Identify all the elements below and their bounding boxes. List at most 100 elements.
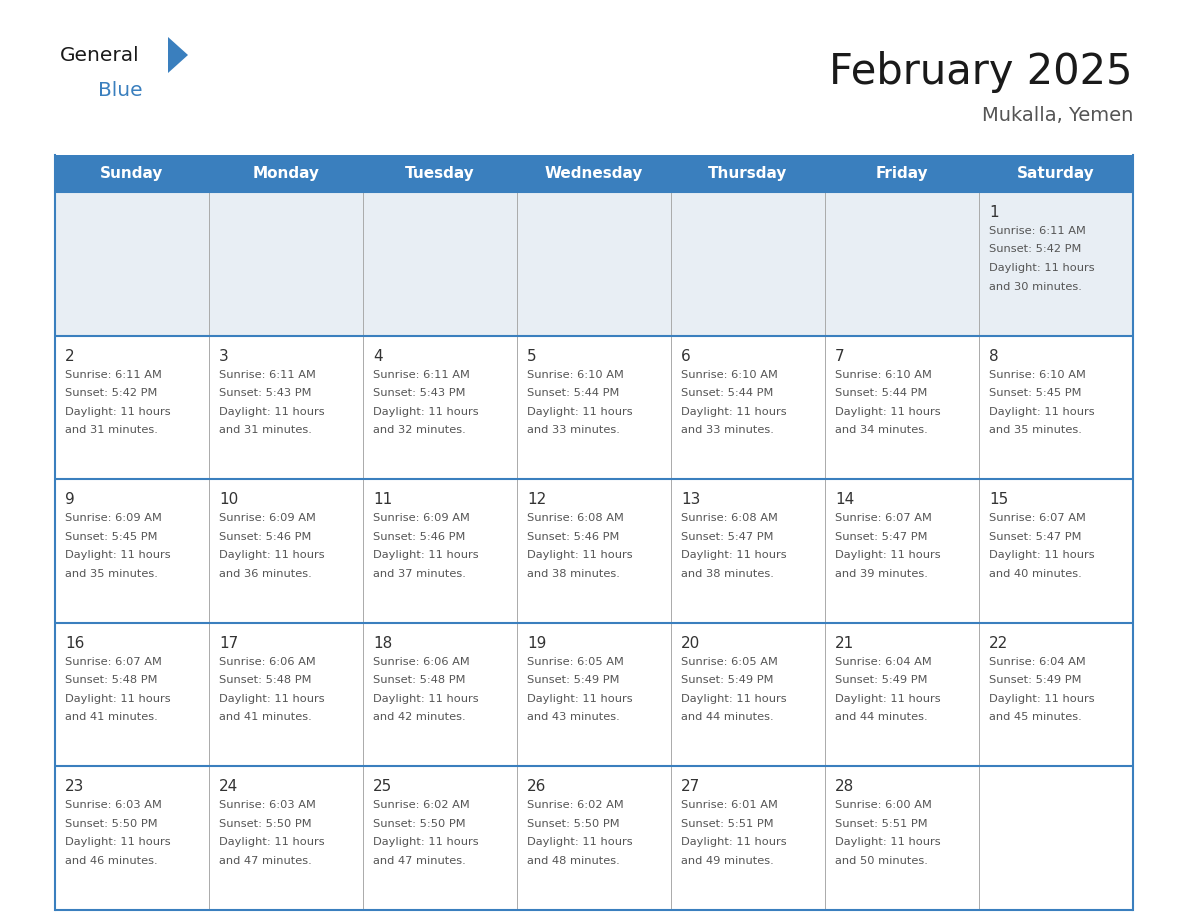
Text: Sunrise: 6:06 AM: Sunrise: 6:06 AM xyxy=(219,656,316,666)
Text: and 35 minutes.: and 35 minutes. xyxy=(988,425,1082,435)
Text: and 38 minutes.: and 38 minutes. xyxy=(527,568,620,578)
Text: Daylight: 11 hours: Daylight: 11 hours xyxy=(835,694,941,704)
Text: Daylight: 11 hours: Daylight: 11 hours xyxy=(219,694,324,704)
Text: Daylight: 11 hours: Daylight: 11 hours xyxy=(988,694,1094,704)
Text: 16: 16 xyxy=(65,636,84,651)
Text: 22: 22 xyxy=(988,636,1009,651)
Text: Sunrise: 6:06 AM: Sunrise: 6:06 AM xyxy=(373,656,469,666)
Text: Sunset: 5:46 PM: Sunset: 5:46 PM xyxy=(219,532,311,542)
Text: Daylight: 11 hours: Daylight: 11 hours xyxy=(527,407,633,417)
Text: Sunset: 5:43 PM: Sunset: 5:43 PM xyxy=(219,388,311,398)
Text: 28: 28 xyxy=(835,779,854,794)
Text: and 32 minutes.: and 32 minutes. xyxy=(373,425,466,435)
Text: 8: 8 xyxy=(988,349,999,364)
Text: 26: 26 xyxy=(527,779,546,794)
Text: Sunset: 5:46 PM: Sunset: 5:46 PM xyxy=(373,532,466,542)
Text: Daylight: 11 hours: Daylight: 11 hours xyxy=(65,550,171,560)
Text: Sunset: 5:49 PM: Sunset: 5:49 PM xyxy=(681,676,773,686)
Text: Daylight: 11 hours: Daylight: 11 hours xyxy=(681,837,786,847)
Text: Tuesday: Tuesday xyxy=(405,166,475,181)
Text: and 44 minutes.: and 44 minutes. xyxy=(835,712,928,722)
Text: and 33 minutes.: and 33 minutes. xyxy=(681,425,773,435)
Text: and 37 minutes.: and 37 minutes. xyxy=(373,568,466,578)
Bar xyxy=(55,336,1133,479)
Text: Sunset: 5:42 PM: Sunset: 5:42 PM xyxy=(65,388,157,398)
Text: Sunrise: 6:09 AM: Sunrise: 6:09 AM xyxy=(65,513,162,523)
Text: Daylight: 11 hours: Daylight: 11 hours xyxy=(835,837,941,847)
Text: Sunrise: 6:03 AM: Sunrise: 6:03 AM xyxy=(65,800,162,811)
Text: and 47 minutes.: and 47 minutes. xyxy=(219,856,311,866)
Text: Sunset: 5:50 PM: Sunset: 5:50 PM xyxy=(527,819,620,829)
Bar xyxy=(55,622,1133,767)
Text: Sunrise: 6:04 AM: Sunrise: 6:04 AM xyxy=(835,656,931,666)
Text: Daylight: 11 hours: Daylight: 11 hours xyxy=(835,407,941,417)
Text: Sunrise: 6:02 AM: Sunrise: 6:02 AM xyxy=(527,800,624,811)
Text: Sunset: 5:47 PM: Sunset: 5:47 PM xyxy=(681,532,773,542)
Text: Sunrise: 6:01 AM: Sunrise: 6:01 AM xyxy=(681,800,778,811)
Text: General: General xyxy=(61,46,140,64)
Text: Daylight: 11 hours: Daylight: 11 hours xyxy=(65,694,171,704)
Text: Sunrise: 6:04 AM: Sunrise: 6:04 AM xyxy=(988,656,1086,666)
Text: 13: 13 xyxy=(681,492,701,508)
Text: 10: 10 xyxy=(219,492,239,508)
Text: Monday: Monday xyxy=(253,166,320,181)
Text: 27: 27 xyxy=(681,779,700,794)
Text: Blue: Blue xyxy=(97,81,143,99)
Bar xyxy=(55,192,1133,336)
Text: Sunrise: 6:10 AM: Sunrise: 6:10 AM xyxy=(527,370,624,380)
Bar xyxy=(55,155,1133,192)
Text: Sunset: 5:45 PM: Sunset: 5:45 PM xyxy=(65,532,158,542)
Text: Sunset: 5:48 PM: Sunset: 5:48 PM xyxy=(219,676,311,686)
Text: Sunset: 5:48 PM: Sunset: 5:48 PM xyxy=(373,676,466,686)
Text: Daylight: 11 hours: Daylight: 11 hours xyxy=(988,407,1094,417)
Text: Sunrise: 6:11 AM: Sunrise: 6:11 AM xyxy=(219,370,316,380)
Text: Daylight: 11 hours: Daylight: 11 hours xyxy=(835,550,941,560)
Text: Sunset: 5:43 PM: Sunset: 5:43 PM xyxy=(373,388,466,398)
Text: Saturday: Saturday xyxy=(1017,166,1095,181)
Text: Sunrise: 6:08 AM: Sunrise: 6:08 AM xyxy=(681,513,778,523)
Text: Sunset: 5:44 PM: Sunset: 5:44 PM xyxy=(835,388,928,398)
Text: Daylight: 11 hours: Daylight: 11 hours xyxy=(65,837,171,847)
Text: Sunset: 5:44 PM: Sunset: 5:44 PM xyxy=(527,388,619,398)
Text: Friday: Friday xyxy=(876,166,928,181)
Text: Sunset: 5:51 PM: Sunset: 5:51 PM xyxy=(681,819,773,829)
Text: Daylight: 11 hours: Daylight: 11 hours xyxy=(219,550,324,560)
Text: Sunrise: 6:11 AM: Sunrise: 6:11 AM xyxy=(65,370,162,380)
Text: 19: 19 xyxy=(527,636,546,651)
Text: and 34 minutes.: and 34 minutes. xyxy=(835,425,928,435)
Text: Sunset: 5:50 PM: Sunset: 5:50 PM xyxy=(65,819,158,829)
Text: and 41 minutes.: and 41 minutes. xyxy=(65,712,158,722)
Bar xyxy=(55,479,1133,622)
Text: Daylight: 11 hours: Daylight: 11 hours xyxy=(373,694,479,704)
Text: Sunset: 5:50 PM: Sunset: 5:50 PM xyxy=(219,819,311,829)
Text: and 42 minutes.: and 42 minutes. xyxy=(373,712,466,722)
Text: and 46 minutes.: and 46 minutes. xyxy=(65,856,158,866)
Text: 5: 5 xyxy=(527,349,537,364)
Text: Sunrise: 6:07 AM: Sunrise: 6:07 AM xyxy=(988,513,1086,523)
Text: Daylight: 11 hours: Daylight: 11 hours xyxy=(219,837,324,847)
Text: and 31 minutes.: and 31 minutes. xyxy=(219,425,312,435)
Text: and 36 minutes.: and 36 minutes. xyxy=(219,568,311,578)
Text: and 31 minutes.: and 31 minutes. xyxy=(65,425,158,435)
Text: Daylight: 11 hours: Daylight: 11 hours xyxy=(373,550,479,560)
Text: 7: 7 xyxy=(835,349,845,364)
Text: Sunrise: 6:11 AM: Sunrise: 6:11 AM xyxy=(988,226,1086,236)
Text: Sunset: 5:49 PM: Sunset: 5:49 PM xyxy=(527,676,619,686)
Text: Daylight: 11 hours: Daylight: 11 hours xyxy=(373,407,479,417)
Text: Daylight: 11 hours: Daylight: 11 hours xyxy=(681,694,786,704)
Text: and 47 minutes.: and 47 minutes. xyxy=(373,856,466,866)
Text: and 49 minutes.: and 49 minutes. xyxy=(681,856,773,866)
Text: and 35 minutes.: and 35 minutes. xyxy=(65,568,158,578)
Text: 1: 1 xyxy=(988,205,999,220)
Text: 25: 25 xyxy=(373,779,392,794)
Text: and 30 minutes.: and 30 minutes. xyxy=(988,282,1082,292)
Text: Mukalla, Yemen: Mukalla, Yemen xyxy=(981,106,1133,125)
Text: 14: 14 xyxy=(835,492,854,508)
Text: Sunset: 5:47 PM: Sunset: 5:47 PM xyxy=(988,532,1081,542)
Text: and 48 minutes.: and 48 minutes. xyxy=(527,856,620,866)
Text: Sunset: 5:48 PM: Sunset: 5:48 PM xyxy=(65,676,158,686)
Text: and 44 minutes.: and 44 minutes. xyxy=(681,712,773,722)
Text: Daylight: 11 hours: Daylight: 11 hours xyxy=(988,550,1094,560)
Text: Sunset: 5:47 PM: Sunset: 5:47 PM xyxy=(835,532,928,542)
Text: Daylight: 11 hours: Daylight: 11 hours xyxy=(527,837,633,847)
